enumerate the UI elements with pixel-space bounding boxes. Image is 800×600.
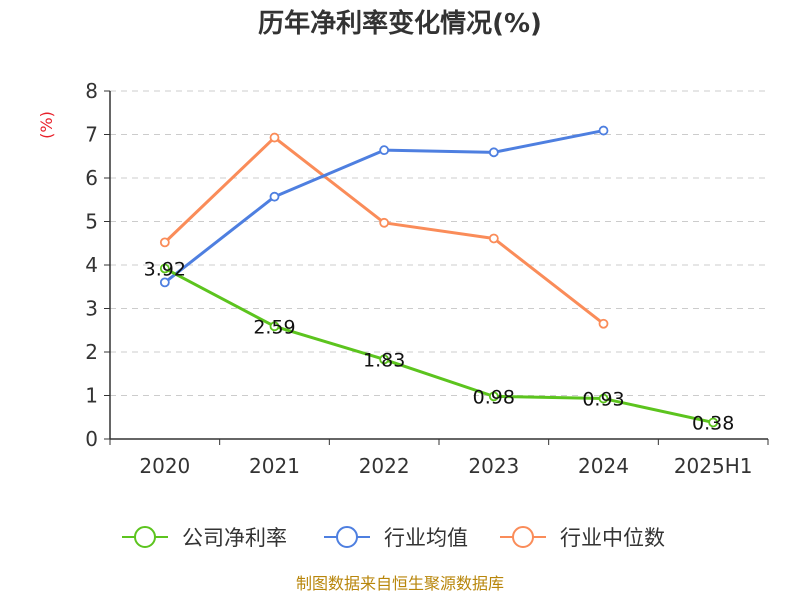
data-label: 0.93	[582, 389, 624, 411]
legend[interactable]: 公司净利率 行业均值 行业中位数	[122, 526, 665, 550]
data-point[interactable]	[159, 277, 170, 288]
y-tick-label: 4	[85, 253, 98, 277]
data-labels: 3.92 2.59 1.83 0.98 0.93 0.38	[144, 258, 735, 434]
gridlines	[110, 90, 768, 396]
data-point[interactable]	[488, 391, 499, 402]
y-tick-label: 0	[85, 427, 98, 451]
legend-item-0[interactable]: 公司净利率	[122, 526, 287, 550]
y-tick-label: 8	[85, 79, 98, 103]
y-tick-label: 7	[85, 123, 98, 147]
data-point[interactable]	[379, 354, 390, 365]
x-tick-label: 2025H1	[674, 454, 753, 478]
data-label: 0.38	[692, 412, 734, 434]
series-line-0	[164, 267, 714, 424]
data-point[interactable]	[379, 217, 390, 228]
series-group	[159, 125, 719, 428]
data-point[interactable]	[598, 125, 609, 136]
y-axis-label: (%)	[37, 111, 56, 139]
legend-label: 公司净利率	[182, 526, 287, 550]
legend-label: 行业均值	[384, 526, 468, 550]
data-point[interactable]	[269, 321, 280, 332]
data-point[interactable]	[159, 263, 170, 274]
data-point[interactable]	[269, 191, 280, 202]
y-tick-label: 5	[85, 210, 98, 234]
source-note: 制图数据来自恒生聚源数据库	[296, 574, 504, 593]
x-tick-label: 2023	[468, 454, 519, 478]
y-tick-label: 3	[85, 297, 98, 321]
x-tick-label: 2024	[578, 454, 629, 478]
x-tick-label: 2022	[359, 454, 410, 478]
x-tick-label: 2020	[139, 454, 190, 478]
data-label: 1.83	[363, 349, 405, 371]
data-point[interactable]	[269, 132, 280, 143]
y-tick-label: 2	[85, 340, 98, 364]
data-label: 0.98	[473, 386, 515, 408]
chart-title: 历年净利率变化情况(%)	[258, 8, 542, 39]
data-label: 3.92	[144, 258, 186, 280]
axes: 0 1 2 3 4 5 6 7 8 2020 2021 2022 2023 2024 2025H1	[85, 79, 769, 478]
data-point[interactable]	[598, 393, 609, 404]
data-point[interactable]	[488, 233, 499, 244]
data-point[interactable]	[159, 237, 170, 248]
legend-marker-icon	[134, 526, 156, 548]
data-label: 2.59	[253, 316, 295, 338]
legend-item-2[interactable]: 行业中位数	[500, 526, 665, 550]
data-point[interactable]	[488, 147, 499, 158]
legend-label: 行业中位数	[560, 526, 665, 550]
legend-marker-icon	[336, 526, 358, 548]
legend-marker-icon	[512, 526, 534, 548]
y-tick-label: 6	[85, 166, 98, 190]
y-tick-label: 1	[85, 384, 98, 408]
data-point[interactable]	[598, 318, 609, 329]
legend-item-1[interactable]: 行业均值	[324, 526, 468, 550]
data-point[interactable]	[708, 417, 719, 428]
data-point[interactable]	[379, 145, 390, 156]
x-tick-label: 2021	[249, 454, 300, 478]
